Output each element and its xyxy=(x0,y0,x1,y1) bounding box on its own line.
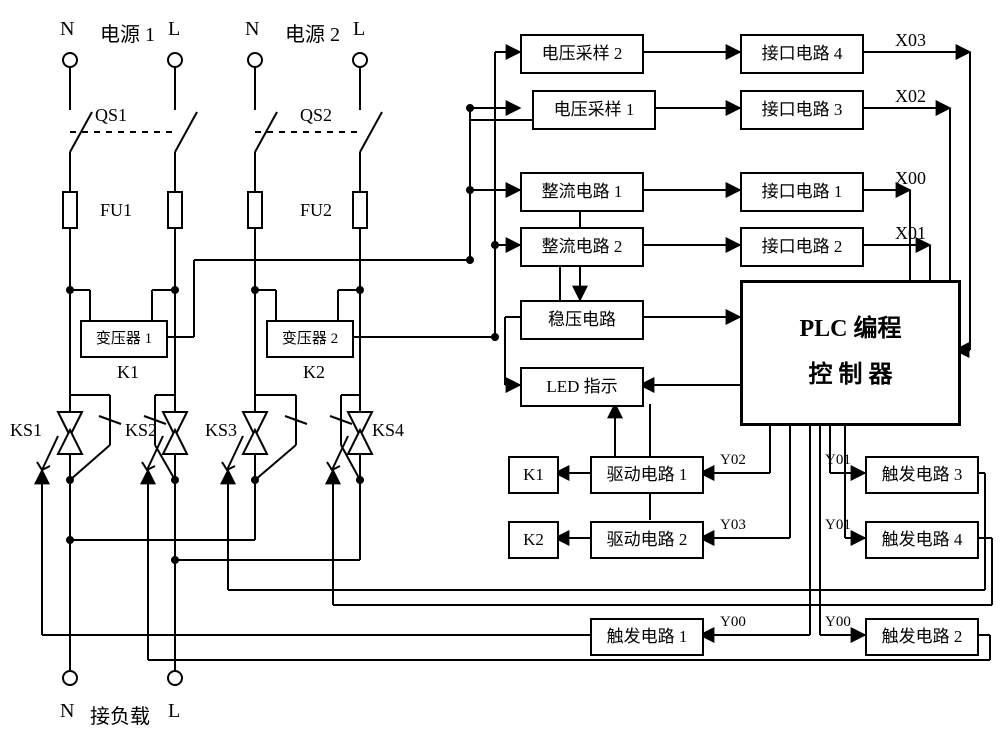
trigger3-box: 触发电路 3 xyxy=(865,456,979,494)
voltage-sample2-box: 电压采样 2 xyxy=(520,34,644,74)
driver2-box: 驱动电路 2 xyxy=(590,521,704,559)
y00a-label: Y00 xyxy=(720,614,746,631)
trigger4-box: 触发电路 4 xyxy=(865,521,979,559)
terminal-n2: N xyxy=(245,18,259,41)
terminal-n1: N xyxy=(60,18,74,41)
trigger2-box: 触发电路 2 xyxy=(865,618,979,656)
terminal-l1: L xyxy=(168,18,180,41)
interface1-box: 接口电路 1 xyxy=(740,172,864,212)
load-l: L xyxy=(168,700,180,723)
plc-controller-label: PLC 编程控 制 器 xyxy=(800,307,902,398)
source1-label: 电源 1 xyxy=(100,18,155,47)
led-indicator-box: LED 指示 xyxy=(520,367,644,407)
interface4-box: 接口电路 4 xyxy=(740,34,864,74)
fu1-label: FU1 xyxy=(100,200,132,221)
transformer2-box: 变压器 2 xyxy=(266,320,354,358)
source2-label: 电源 2 xyxy=(285,18,340,47)
fu2-label: FU2 xyxy=(300,200,332,221)
x01-label: X01 xyxy=(895,223,926,244)
load-n: N xyxy=(60,700,74,723)
x02-label: X02 xyxy=(895,86,926,107)
qs2-label: QS2 xyxy=(300,105,332,126)
trigger1-box: 触发电路 1 xyxy=(590,618,704,656)
voltage-sample1-box: 电压采样 1 xyxy=(532,90,656,130)
transformer1-box: 变压器 1 xyxy=(80,320,168,358)
ks3-label: KS3 xyxy=(205,420,237,441)
regulator-box: 稳压电路 xyxy=(520,300,644,340)
ks4-label: KS4 xyxy=(372,420,404,441)
rectifier2-box: 整流电路 2 xyxy=(520,227,644,267)
y01b-label: Y01 xyxy=(825,517,851,534)
y00b-label: Y00 xyxy=(825,614,851,631)
k1-label: K1 xyxy=(117,362,139,383)
ks2-label: KS2 xyxy=(125,420,157,441)
k2-label: K2 xyxy=(303,362,325,383)
y02-label: Y02 xyxy=(720,452,746,469)
interface3-box: 接口电路 3 xyxy=(740,90,864,130)
k1-coil-box: K1 xyxy=(508,456,559,494)
load-label: 接负载 xyxy=(90,700,150,729)
interface2-box: 接口电路 2 xyxy=(740,227,864,267)
ks1-label: KS1 xyxy=(10,420,42,441)
k2-coil-box: K2 xyxy=(508,521,559,559)
driver1-box: 驱动电路 1 xyxy=(590,456,704,494)
y01a-label: Y01 xyxy=(825,452,851,469)
y03-label: Y03 xyxy=(720,517,746,534)
terminal-l2: L xyxy=(353,18,365,41)
rectifier1-box: 整流电路 1 xyxy=(520,172,644,212)
x00-label: X00 xyxy=(895,168,926,189)
qs1-label: QS1 xyxy=(95,105,127,126)
x03-label: X03 xyxy=(895,30,926,51)
plc-controller-box: PLC 编程控 制 器 xyxy=(740,280,961,426)
